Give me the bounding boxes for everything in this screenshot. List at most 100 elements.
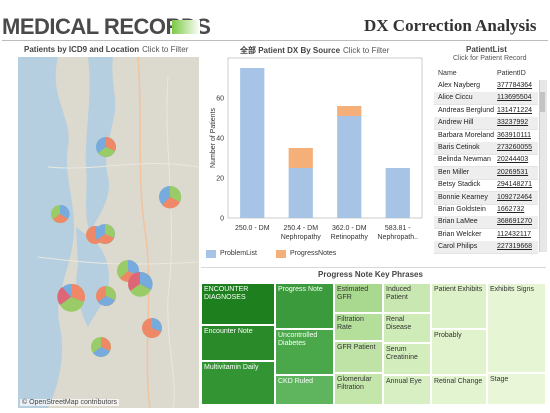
patient-row[interactable]: Andrew Hill 33237992: [434, 117, 538, 131]
treemap-cell[interactable]: Filtration Rate: [334, 313, 383, 341]
x-tick-label: 250.0 - DM: [235, 225, 270, 232]
treemap-cell[interactable]: Uncontrolled Diabetes: [275, 329, 334, 375]
logo-accent: [172, 20, 200, 34]
patient-name: Baris Cetinok: [438, 144, 480, 151]
legend-label-problemlist: ProblemList: [220, 250, 257, 257]
map-pie[interactable]: [51, 204, 70, 224]
treemap-cell-label: ENCOUNTER DIAGNOSES: [204, 286, 249, 301]
bar-segment-problemlist[interactable]: [240, 68, 265, 218]
patient-name: Brian Goldstein: [438, 206, 486, 213]
patient-list-header: Name PatientID: [434, 70, 538, 80]
patient-id-link[interactable]: 294148271: [497, 181, 533, 189]
patient-name: Brian Welcker: [438, 230, 482, 238]
map-attribution[interactable]: © OpenStreetMap contributors: [20, 399, 120, 406]
patient-id-link[interactable]: 113695504: [497, 94, 532, 102]
bar-chart-svg[interactable]: Number of Patients 0 20 40 60 250.0 - DM 250.4…: [206, 56, 428, 266]
map-pie[interactable]: [142, 318, 162, 338]
treemap-cell-label: Patient Exhibits: [434, 286, 483, 293]
y-tick-label: 60: [216, 96, 224, 103]
patient-name: Alex Nayberg: [438, 82, 481, 89]
patient-row[interactable]: Brian LaMee 368691270: [434, 216, 538, 230]
treemap-cell[interactable]: Multivitamin Daily: [201, 361, 275, 405]
patient-name: Barbara Moreland: [438, 131, 495, 139]
treemap-title: Progress Note Key Phrases: [318, 270, 423, 279]
page-title: DX Correction Analysis: [364, 16, 537, 35]
key-phrases-treemap[interactable]: ENCOUNTER DIAGNOSES Encounter Note Multi…: [201, 283, 546, 405]
patient-id-link[interactable]: 20244403: [497, 156, 529, 164]
patient-row[interactable]: Brian Welcker 112432117: [434, 229, 538, 242]
treemap-cell[interactable]: Renal Disease: [383, 313, 431, 343]
patient-row[interactable]: Belinda Newman 20244403: [434, 154, 538, 168]
patient-row[interactable]: Barbara Moreland 363910111: [434, 130, 538, 143]
bar-segment-progressnotes[interactable]: [288, 148, 313, 168]
bar-segment-problemlist[interactable]: [385, 168, 410, 218]
patient-row[interactable]: Carol Philips 227319668: [434, 241, 538, 255]
patient-row[interactable]: Betsy Stadick 294148271: [434, 179, 538, 193]
map-canvas[interactable]: [18, 57, 199, 408]
map-pie[interactable]: [91, 337, 111, 357]
legend-swatch-problemlist: [206, 250, 216, 258]
treemap-cell[interactable]: Serum Creatinine: [383, 343, 431, 375]
col-header-patientid[interactable]: PatientID: [497, 70, 526, 77]
treemap-cell[interactable]: CKD Ruled: [275, 375, 334, 405]
map-pie[interactable]: [95, 224, 115, 244]
map-pie[interactable]: [159, 185, 182, 209]
patient-name: Andrew Hill: [438, 119, 474, 127]
patient-list-scroll-thumb[interactable]: [540, 92, 545, 112]
patient-id-link[interactable]: 1662732: [497, 206, 525, 213]
patient-row[interactable]: Alice Ciccu 113695504: [434, 92, 538, 106]
patient-row[interactable]: Bonnie Kearney 109272464: [434, 191, 538, 205]
map-pie[interactable]: [57, 283, 86, 312]
patient-row[interactable]: Alex Nayberg 377784364: [434, 80, 538, 93]
map-pie[interactable]: [96, 286, 116, 306]
treemap-cell-label: Multivitamin Daily: [204, 364, 259, 371]
bar-segment-problemlist[interactable]: [337, 116, 362, 218]
bar-segment-progressnotes[interactable]: [337, 106, 362, 116]
treemap-cell[interactable]: Encounter Note: [201, 325, 275, 361]
x-tick-label: Nephropath..: [378, 234, 419, 241]
legend-label-progressnotes: ProgressNotes: [290, 250, 337, 257]
map-title: Patients by ICD9 and Location Click to Fi…: [24, 45, 188, 54]
treemap-cell[interactable]: Probably: [431, 329, 487, 375]
x-tick-label: 362.0 - DM: [332, 225, 367, 232]
patient-id-link[interactable]: 227319668: [497, 243, 533, 251]
col-header-name[interactable]: Name: [438, 70, 457, 77]
map-filter-hint: Click to Filter: [142, 45, 189, 54]
patient-list-title: PatientList: [466, 45, 507, 54]
patient-row[interactable]: Brian Goldstein 1662732: [434, 204, 538, 217]
bar-segment-problemlist[interactable]: [288, 168, 313, 218]
patient-row[interactable]: Andreas Berglund 131471224: [434, 105, 538, 118]
treemap-cell[interactable]: Patient Exhibits: [431, 283, 487, 329]
treemap-cell-label: Probably: [434, 332, 462, 339]
patient-id-link[interactable]: 131471224: [497, 106, 533, 114]
treemap-cell[interactable]: Estimated GFR: [334, 283, 383, 313]
patient-row[interactable]: Ben Miller 20269531: [434, 166, 538, 180]
patient-row[interactable]: Baris Cetinok 273260055: [434, 142, 538, 155]
treemap-cell[interactable]: Stage: [487, 373, 546, 405]
patient-id-link[interactable]: 33237992: [497, 119, 529, 127]
treemap-cell[interactable]: Glomerular Filtration: [334, 373, 383, 405]
patient-id-link[interactable]: 109272464: [497, 193, 533, 201]
dx-by-source-chart[interactable]: Number of Patients 0 20 40 60 250.0 - DM 250.4…: [206, 56, 428, 266]
treemap-cell[interactable]: GFR Patient: [334, 341, 383, 373]
patient-list-scrollbar[interactable]: [539, 80, 547, 252]
treemap-cell-label: Encounter Note: [204, 328, 253, 335]
patient-name: Ben Miller: [438, 168, 470, 176]
patient-id-link[interactable]: 112432117: [497, 230, 531, 238]
treemap-cell[interactable]: Exhibits Signs: [487, 283, 546, 373]
patient-id-link[interactable]: 20269531: [497, 168, 529, 176]
treemap-cell[interactable]: Induced Patient: [383, 283, 431, 313]
patient-id-link[interactable]: 368691270: [497, 218, 533, 226]
patient-id-link[interactable]: 273260055: [497, 144, 533, 151]
patient-name: Betsy Stadick: [438, 181, 481, 189]
patient-id-link[interactable]: 363910111: [497, 131, 531, 139]
y-axis-label: Number of Patients: [210, 108, 217, 168]
treemap-cell[interactable]: Progress Note: [275, 283, 334, 329]
location-map[interactable]: [18, 57, 199, 408]
patient-id-link[interactable]: 377784364: [497, 82, 533, 89]
treemap-cell[interactable]: ENCOUNTER DIAGNOSES: [201, 283, 275, 325]
treemap-cell[interactable]: Annual Eye: [383, 375, 431, 405]
map-pie[interactable]: [96, 137, 116, 157]
map-pie[interactable]: [128, 271, 153, 297]
treemap-cell[interactable]: Retinal Change: [431, 375, 487, 405]
